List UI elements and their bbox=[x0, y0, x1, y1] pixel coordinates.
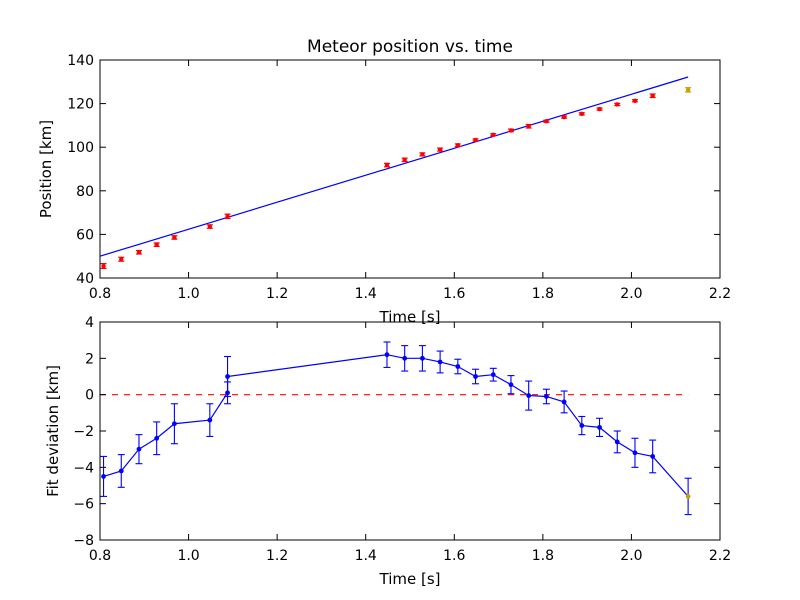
deviation-panel: 0.8 1.0 1.2 1.4 1.6 1.8 2.0 2.2 −8 −6 −4 −2 0 2 4 Time… bbox=[44, 315, 731, 588]
deviation-point bbox=[542, 388, 550, 405]
position-axis-ticks: 0.8 1.0 1.2 1.4 1.6 1.8 2.0 2.2 40 60 80 100 120 140 bbox=[67, 53, 731, 302]
position-panel: Meteor position vs. time 0.8 1.0 1.2 1.4 1.6… bbox=[37, 37, 731, 326]
x-tick-label: 1.0 bbox=[177, 286, 199, 302]
data-point bbox=[543, 119, 550, 124]
data-point bbox=[561, 114, 568, 120]
deviation-point bbox=[224, 355, 232, 398]
deviation-point bbox=[418, 345, 426, 372]
x-tick-label: 2.2 bbox=[709, 286, 731, 302]
outlier-data-point bbox=[685, 87, 692, 93]
x-tick-label: 1.2 bbox=[266, 286, 288, 302]
deviation-point bbox=[117, 454, 125, 488]
deviation-point bbox=[631, 437, 639, 468]
deviation-point bbox=[454, 358, 462, 375]
fit-line bbox=[99, 76, 689, 257]
deviation-point bbox=[135, 434, 143, 465]
data-point bbox=[614, 102, 621, 107]
data-point bbox=[578, 111, 585, 117]
data-point bbox=[649, 93, 656, 99]
data-point bbox=[490, 132, 497, 137]
data-point bbox=[525, 123, 532, 129]
x-tick-label: 2.2 bbox=[709, 548, 731, 564]
x-tick-label: 2.0 bbox=[620, 548, 642, 564]
x-tick-label: 1.4 bbox=[355, 286, 377, 302]
x-tick-label: 0.8 bbox=[89, 286, 111, 302]
deviation-point bbox=[507, 375, 515, 395]
y-tick-label: −2 bbox=[73, 424, 94, 440]
y-tick-label: 40 bbox=[76, 271, 94, 287]
x-tick-label: 1.0 bbox=[177, 548, 199, 564]
data-point bbox=[454, 143, 461, 148]
y-tick-label: 2 bbox=[85, 351, 94, 367]
deviation-point bbox=[489, 367, 497, 382]
y-tick-label: 4 bbox=[85, 315, 94, 331]
position-y-axis-label: Position [km] bbox=[37, 120, 55, 218]
deviation-point bbox=[206, 403, 214, 438]
data-point bbox=[401, 157, 408, 163]
data-point bbox=[472, 137, 479, 143]
deviation-plot-frame bbox=[99, 321, 721, 541]
position-plot-content bbox=[99, 76, 692, 270]
x-tick-label: 1.8 bbox=[532, 548, 554, 564]
x-tick-label: 1.8 bbox=[532, 286, 554, 302]
position-chart-title: Meteor position vs. time bbox=[307, 37, 513, 57]
data-point bbox=[437, 147, 444, 152]
deviation-point bbox=[596, 417, 604, 438]
y-tick-label: −4 bbox=[73, 460, 94, 476]
y-tick-label: 80 bbox=[76, 184, 94, 200]
data-point bbox=[118, 256, 125, 262]
y-tick-label: 140 bbox=[67, 53, 94, 69]
data-point bbox=[631, 98, 638, 103]
outlier-deviation-point bbox=[684, 477, 692, 516]
position-plot-frame bbox=[99, 59, 721, 279]
position-x-axis-label: Time [s] bbox=[379, 308, 441, 326]
y-tick-label: 100 bbox=[67, 140, 94, 156]
y-tick-label: 60 bbox=[76, 227, 94, 243]
deviation-point bbox=[100, 455, 108, 497]
data-point bbox=[419, 152, 426, 157]
data-point bbox=[135, 249, 142, 255]
deviation-point bbox=[578, 415, 586, 436]
deviation-axis-ticks: 0.8 1.0 1.2 1.4 1.6 1.8 2.0 2.2 −8 −6 −4 −2 0 2 4 bbox=[73, 315, 731, 564]
deviation-point bbox=[613, 430, 621, 454]
data-point bbox=[153, 242, 160, 247]
deviation-point bbox=[401, 345, 409, 372]
deviation-point bbox=[525, 380, 533, 411]
data-point bbox=[507, 128, 514, 133]
y-tick-label: −8 bbox=[73, 533, 94, 549]
deviation-plot-content bbox=[100, 341, 692, 516]
y-tick-label: 120 bbox=[67, 97, 94, 113]
x-tick-label: 2.0 bbox=[620, 286, 642, 302]
data-point bbox=[596, 106, 603, 112]
deviation-point bbox=[170, 403, 178, 445]
deviation-point bbox=[436, 350, 444, 374]
deviation-x-axis-label: Time [s] bbox=[379, 570, 441, 588]
data-point bbox=[100, 263, 107, 270]
x-tick-label: 1.4 bbox=[355, 548, 377, 564]
deviation-point bbox=[649, 439, 657, 474]
x-tick-label: 1.2 bbox=[266, 548, 288, 564]
deviation-y-axis-label: Fit deviation [km] bbox=[44, 365, 62, 497]
deviation-point bbox=[383, 341, 391, 368]
data-point bbox=[383, 162, 390, 168]
data-point bbox=[224, 213, 231, 220]
data-point bbox=[206, 224, 213, 229]
deviation-point bbox=[560, 390, 568, 414]
x-tick-label: 0.8 bbox=[89, 548, 111, 564]
y-tick-label: −6 bbox=[73, 497, 94, 513]
y-tick-label: 0 bbox=[85, 388, 94, 404]
data-point bbox=[171, 235, 178, 240]
deviation-point bbox=[153, 421, 161, 456]
x-tick-label: 1.6 bbox=[443, 286, 465, 302]
deviation-point bbox=[472, 368, 480, 385]
x-tick-label: 1.6 bbox=[443, 548, 465, 564]
